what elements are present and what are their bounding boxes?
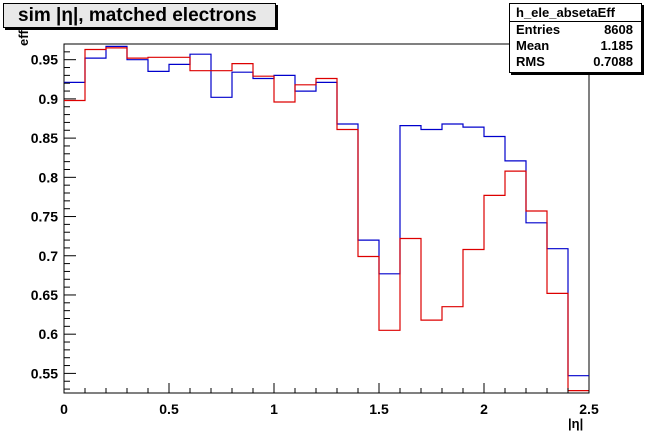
y-tick-label: 0.75 <box>31 209 58 225</box>
plot-frame <box>63 43 590 394</box>
stats-row-mean: Mean 1.185 <box>510 38 641 54</box>
series-line-0 <box>64 45 589 377</box>
y-tick-label: 0.8 <box>39 169 59 185</box>
x-tick-label: 0.5 <box>159 401 179 417</box>
y-tick-label: 0.55 <box>31 365 58 381</box>
y-tick-label: 0.6 <box>39 326 59 342</box>
x-axis-label: |η| <box>568 416 584 431</box>
stats-row-rms: RMS 0.7088 <box>510 54 641 70</box>
y-axis-label: eff <box>16 30 31 46</box>
x-tick-label: 0 <box>60 401 68 417</box>
y-tick-label: 0.7 <box>39 248 59 264</box>
x-tick-label: 2.5 <box>579 401 599 417</box>
stats-value: 1.185 <box>600 38 633 53</box>
y-tick-label: 0.9 <box>39 91 59 107</box>
y-tick-label: 0.65 <box>31 287 58 303</box>
series-layer <box>64 45 589 392</box>
x-tick-label: 1 <box>270 401 278 417</box>
stats-label: Entries <box>516 22 561 37</box>
y-tick-label: 0.85 <box>31 130 58 146</box>
stats-histogram-name: h_ele_absetaEff <box>510 4 641 22</box>
stats-value: 0.7088 <box>593 54 633 69</box>
x-tick-label: 1.5 <box>369 401 389 417</box>
stats-value: 8608 <box>604 22 633 37</box>
series-line-1 <box>64 47 589 392</box>
chart-title: sim |η|, matched electrons <box>3 3 276 28</box>
stats-box: h_ele_absetaEff Entries 8608 Mean 1.185 … <box>509 3 642 73</box>
stats-label: Mean <box>516 38 550 53</box>
axis-layer: 0 0.5 1 1.5 2 2.5 0.55 0.6 0.65 0.7 0.75 0.8 0.85 0.9… <box>31 43 599 417</box>
x-tick-label: 2 <box>480 401 488 417</box>
y-tick-label: 0.95 <box>31 52 58 68</box>
stats-label: RMS <box>516 54 545 69</box>
stats-row-entries: Entries 8608 <box>510 22 641 38</box>
